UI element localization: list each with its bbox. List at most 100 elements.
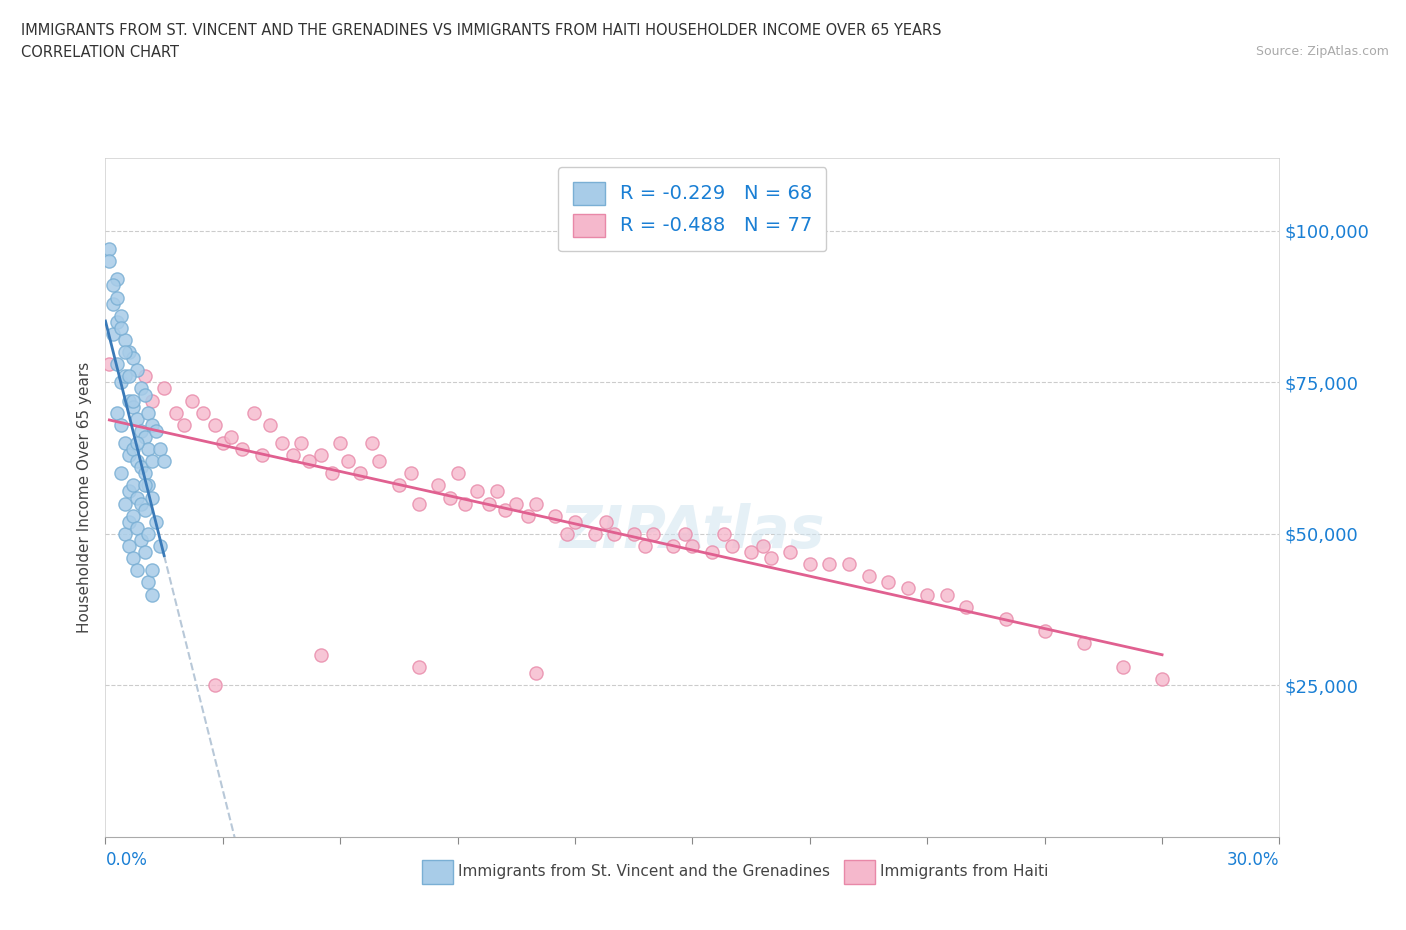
Point [211, 435, 233, 450]
Point [145, 514, 167, 529]
Point [595, 514, 617, 529]
Point [125, 435, 148, 450]
Point [193, 405, 215, 420]
Point [103, 278, 125, 293]
Point [105, 405, 128, 420]
Point [321, 466, 343, 481]
Point [134, 545, 156, 560]
Point [98, 254, 121, 269]
Point [134, 478, 156, 493]
Point [524, 497, 547, 512]
Point [98, 357, 121, 372]
Point [388, 478, 411, 493]
Point [138, 478, 160, 493]
Point [446, 466, 468, 481]
Point [838, 557, 860, 572]
Point [105, 314, 128, 329]
Point [105, 272, 128, 286]
Point [858, 569, 880, 584]
Point [681, 538, 703, 553]
Point [427, 478, 450, 493]
Point [298, 454, 321, 469]
Point [243, 405, 266, 420]
Point [283, 447, 305, 462]
Point [1073, 635, 1095, 650]
Point [759, 551, 782, 565]
Point [125, 521, 148, 536]
Point [129, 533, 152, 548]
Point [505, 497, 527, 512]
Point [583, 526, 606, 541]
Point [818, 557, 841, 572]
Point [153, 381, 176, 396]
Point [118, 393, 141, 408]
Legend: R = -0.229   N = 68, R = -0.488   N = 77: R = -0.229 N = 68, R = -0.488 N = 77 [558, 167, 827, 251]
Point [141, 563, 163, 578]
Point [129, 497, 152, 512]
Point [994, 611, 1017, 626]
Point [408, 660, 430, 675]
Point [138, 575, 160, 590]
Point [180, 393, 202, 408]
Point [110, 375, 132, 390]
Point [114, 497, 136, 512]
Point [138, 526, 160, 541]
Point [138, 442, 160, 457]
Point [118, 369, 141, 384]
Point [121, 478, 143, 493]
Text: 0.0%: 0.0% [105, 851, 148, 869]
Point [98, 242, 121, 257]
Point [121, 551, 143, 565]
Point [121, 442, 143, 457]
Point [290, 435, 312, 450]
Point [125, 454, 148, 469]
Point [700, 545, 723, 560]
Point [105, 290, 128, 305]
Y-axis label: Householder Income Over 65 years: Householder Income Over 65 years [76, 362, 91, 633]
Point [544, 509, 567, 524]
Point [231, 442, 253, 457]
Point [118, 514, 141, 529]
Point [114, 369, 136, 384]
Point [173, 418, 195, 432]
Point [259, 418, 281, 432]
Point [114, 345, 136, 360]
Point [720, 538, 742, 553]
Point [309, 647, 332, 662]
Text: IMMIGRANTS FROM ST. VINCENT AND THE GRENADINES VS IMMIGRANTS FROM HAITI HOUSEHOL: IMMIGRANTS FROM ST. VINCENT AND THE GREN… [21, 23, 942, 38]
Point [118, 447, 141, 462]
Point [465, 484, 488, 498]
Point [103, 296, 125, 311]
Point [114, 435, 136, 450]
Point [799, 557, 821, 572]
Text: Immigrants from St. Vincent and the Grenadines: Immigrants from St. Vincent and the Gren… [458, 864, 831, 879]
Point [337, 454, 360, 469]
Point [110, 320, 132, 336]
Point [643, 526, 665, 541]
Point [1033, 623, 1056, 638]
Point [125, 363, 148, 378]
Point [149, 538, 172, 553]
Point [114, 526, 136, 541]
Point [408, 497, 430, 512]
Point [368, 454, 391, 469]
Point [204, 678, 226, 693]
Point [153, 454, 176, 469]
Text: 30.0%: 30.0% [1227, 851, 1279, 869]
Text: Immigrants from Haiti: Immigrants from Haiti [880, 864, 1049, 879]
Point [134, 502, 156, 517]
Point [141, 393, 163, 408]
Point [134, 466, 156, 481]
Text: Source: ZipAtlas.com: Source: ZipAtlas.com [1256, 45, 1389, 58]
Text: CORRELATION CHART: CORRELATION CHART [21, 45, 179, 60]
Point [494, 502, 516, 517]
Point [134, 387, 156, 402]
Point [110, 308, 132, 323]
Point [219, 430, 242, 445]
Point [740, 545, 762, 560]
Point [713, 526, 735, 541]
Point [134, 430, 156, 445]
Point [129, 423, 152, 438]
Point [118, 484, 141, 498]
Point [454, 497, 477, 512]
